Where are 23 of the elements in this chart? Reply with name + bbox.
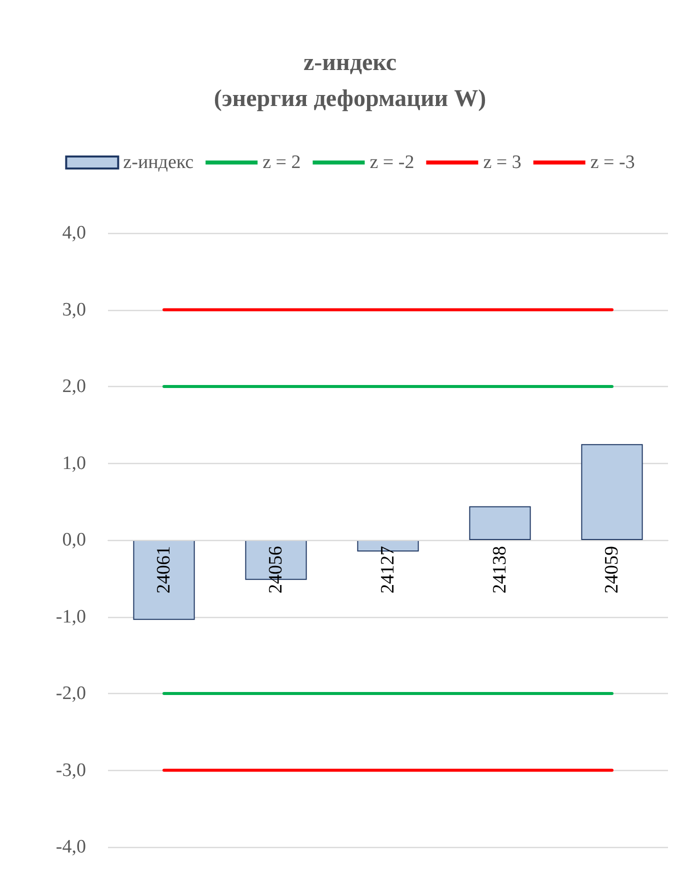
legend-label: z = -3 (590, 152, 635, 173)
legend-label: z = 3 (483, 152, 522, 173)
x-tick-label: 24056 (266, 546, 286, 594)
bar (469, 506, 531, 540)
legend-label: z-индекс (123, 152, 194, 173)
y-tick-label: 0,0 (62, 530, 86, 550)
bar (581, 444, 643, 540)
legend-label: z = 2 (262, 152, 301, 173)
y-tick-label: 1,0 (62, 452, 86, 474)
chart-title: z-индекс (энергия деформации W) (214, 50, 486, 112)
bar (133, 540, 195, 620)
y-tick-label: 4,0 (62, 222, 86, 244)
x-tick-label: 24127 (378, 546, 398, 594)
y-tick-label: 3,0 (62, 299, 86, 320)
y-tick-label: -4,0 (56, 836, 86, 858)
y-tick-label: -2,0 (56, 683, 86, 704)
x-tick-label: 24138 (490, 546, 510, 594)
y-tick-label: -3,0 (56, 760, 86, 781)
y-tick-label: 2,0 (62, 376, 86, 397)
y-tick-label: -1,0 (56, 606, 86, 628)
legend-label: z = -2 (370, 152, 414, 173)
x-tick-label: 24061 (154, 546, 174, 594)
x-tick-label: 24059 (602, 546, 622, 594)
